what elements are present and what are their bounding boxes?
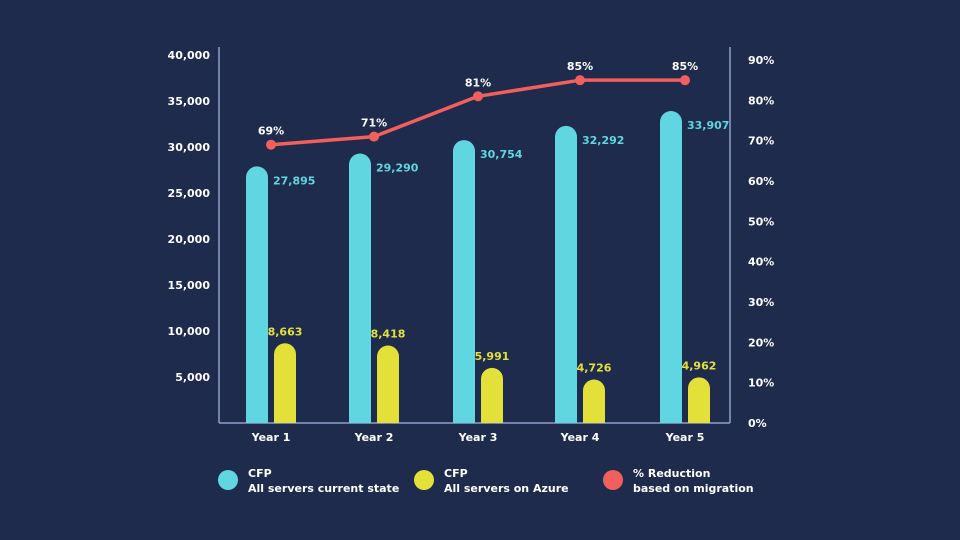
y-right-tick-label: 40%	[748, 256, 774, 269]
data-label-current-state: 30,754	[480, 148, 523, 161]
x-tick-label: Year 1	[251, 431, 291, 444]
reduction-point	[266, 139, 276, 150]
data-label-current-state: 27,895	[273, 174, 315, 187]
bar-current-state	[453, 140, 475, 423]
bar-current-state	[555, 125, 577, 423]
legend-item-current: CFP All servers current state	[218, 466, 399, 496]
data-label-reduction: 71%	[361, 117, 387, 130]
data-label-current-state: 33,907	[687, 119, 729, 132]
y-left-tick-label: 20,000	[168, 233, 211, 246]
y-right-tick-label: 60%	[748, 175, 774, 188]
data-label-azure: 8,663	[268, 325, 303, 338]
y-right-tick-label: 90%	[748, 54, 774, 67]
data-label-azure: 5,991	[475, 350, 510, 363]
reduction-point	[473, 91, 483, 102]
legend-reduction-line1: % Reduction	[633, 467, 711, 480]
y-right-tick-label: 70%	[748, 135, 774, 148]
legend-azure-line1: CFP	[444, 467, 468, 480]
y-right-tick-label: 0%	[748, 417, 767, 430]
x-tick-label: Year 3	[458, 431, 498, 444]
y-left-tick-label: 5,000	[175, 371, 210, 384]
x-tick-label: Year 4	[560, 431, 600, 444]
data-label-reduction: 85%	[672, 60, 698, 73]
y-right-tick-label: 80%	[748, 94, 774, 107]
legend-reduction-line2: based on migration	[633, 482, 754, 495]
bar-azure	[481, 367, 503, 423]
y-left-tick-label: 40,000	[168, 49, 211, 62]
data-label-azure: 4,962	[682, 359, 717, 372]
legend-swatch-azure	[414, 470, 434, 490]
legend-item-reduction: % Reduction based on migration	[603, 466, 754, 496]
y-right-tick-label: 50%	[748, 215, 774, 228]
x-tick-label: Year 2	[354, 431, 394, 444]
data-label-current-state: 32,292	[582, 134, 624, 147]
bar-current-state	[660, 111, 682, 424]
data-label-reduction: 81%	[465, 76, 491, 89]
y-right-tick-label: 30%	[748, 296, 774, 309]
y-left-tick-label: 25,000	[168, 187, 211, 200]
legend-azure-line2: All servers on Azure	[444, 482, 569, 495]
data-label-reduction: 69%	[258, 125, 284, 138]
data-label-reduction: 85%	[567, 60, 593, 73]
legend-swatch-reduction	[603, 470, 623, 490]
bar-azure	[583, 379, 605, 423]
bar-azure	[377, 345, 399, 423]
y-right-tick-label: 10%	[748, 377, 774, 390]
data-label-azure: 4,726	[577, 362, 612, 375]
y-left-tick-label: 35,000	[168, 95, 211, 108]
y-right-tick-label: 20%	[748, 336, 774, 349]
bar-current-state	[246, 166, 268, 423]
data-label-azure: 8,418	[371, 328, 406, 341]
bar-azure	[688, 377, 710, 423]
y-left-tick-label: 15,000	[168, 279, 211, 292]
reduction-point	[369, 131, 379, 142]
x-tick-label: Year 5	[665, 431, 705, 444]
reduction-point	[575, 75, 585, 86]
bar-azure	[274, 343, 296, 423]
y-left-tick-label: 10,000	[168, 325, 211, 338]
legend-item-azure: CFP All servers on Azure	[414, 466, 569, 496]
legend-swatch-current	[218, 470, 238, 490]
bar-current-state	[349, 153, 371, 424]
y-left-tick-label: 30,000	[168, 141, 211, 154]
data-label-current-state: 29,290	[376, 162, 419, 175]
reduction-point	[680, 75, 690, 86]
legend-current-line1: CFP	[248, 467, 272, 480]
legend-current-line2: All servers current state	[248, 482, 400, 495]
